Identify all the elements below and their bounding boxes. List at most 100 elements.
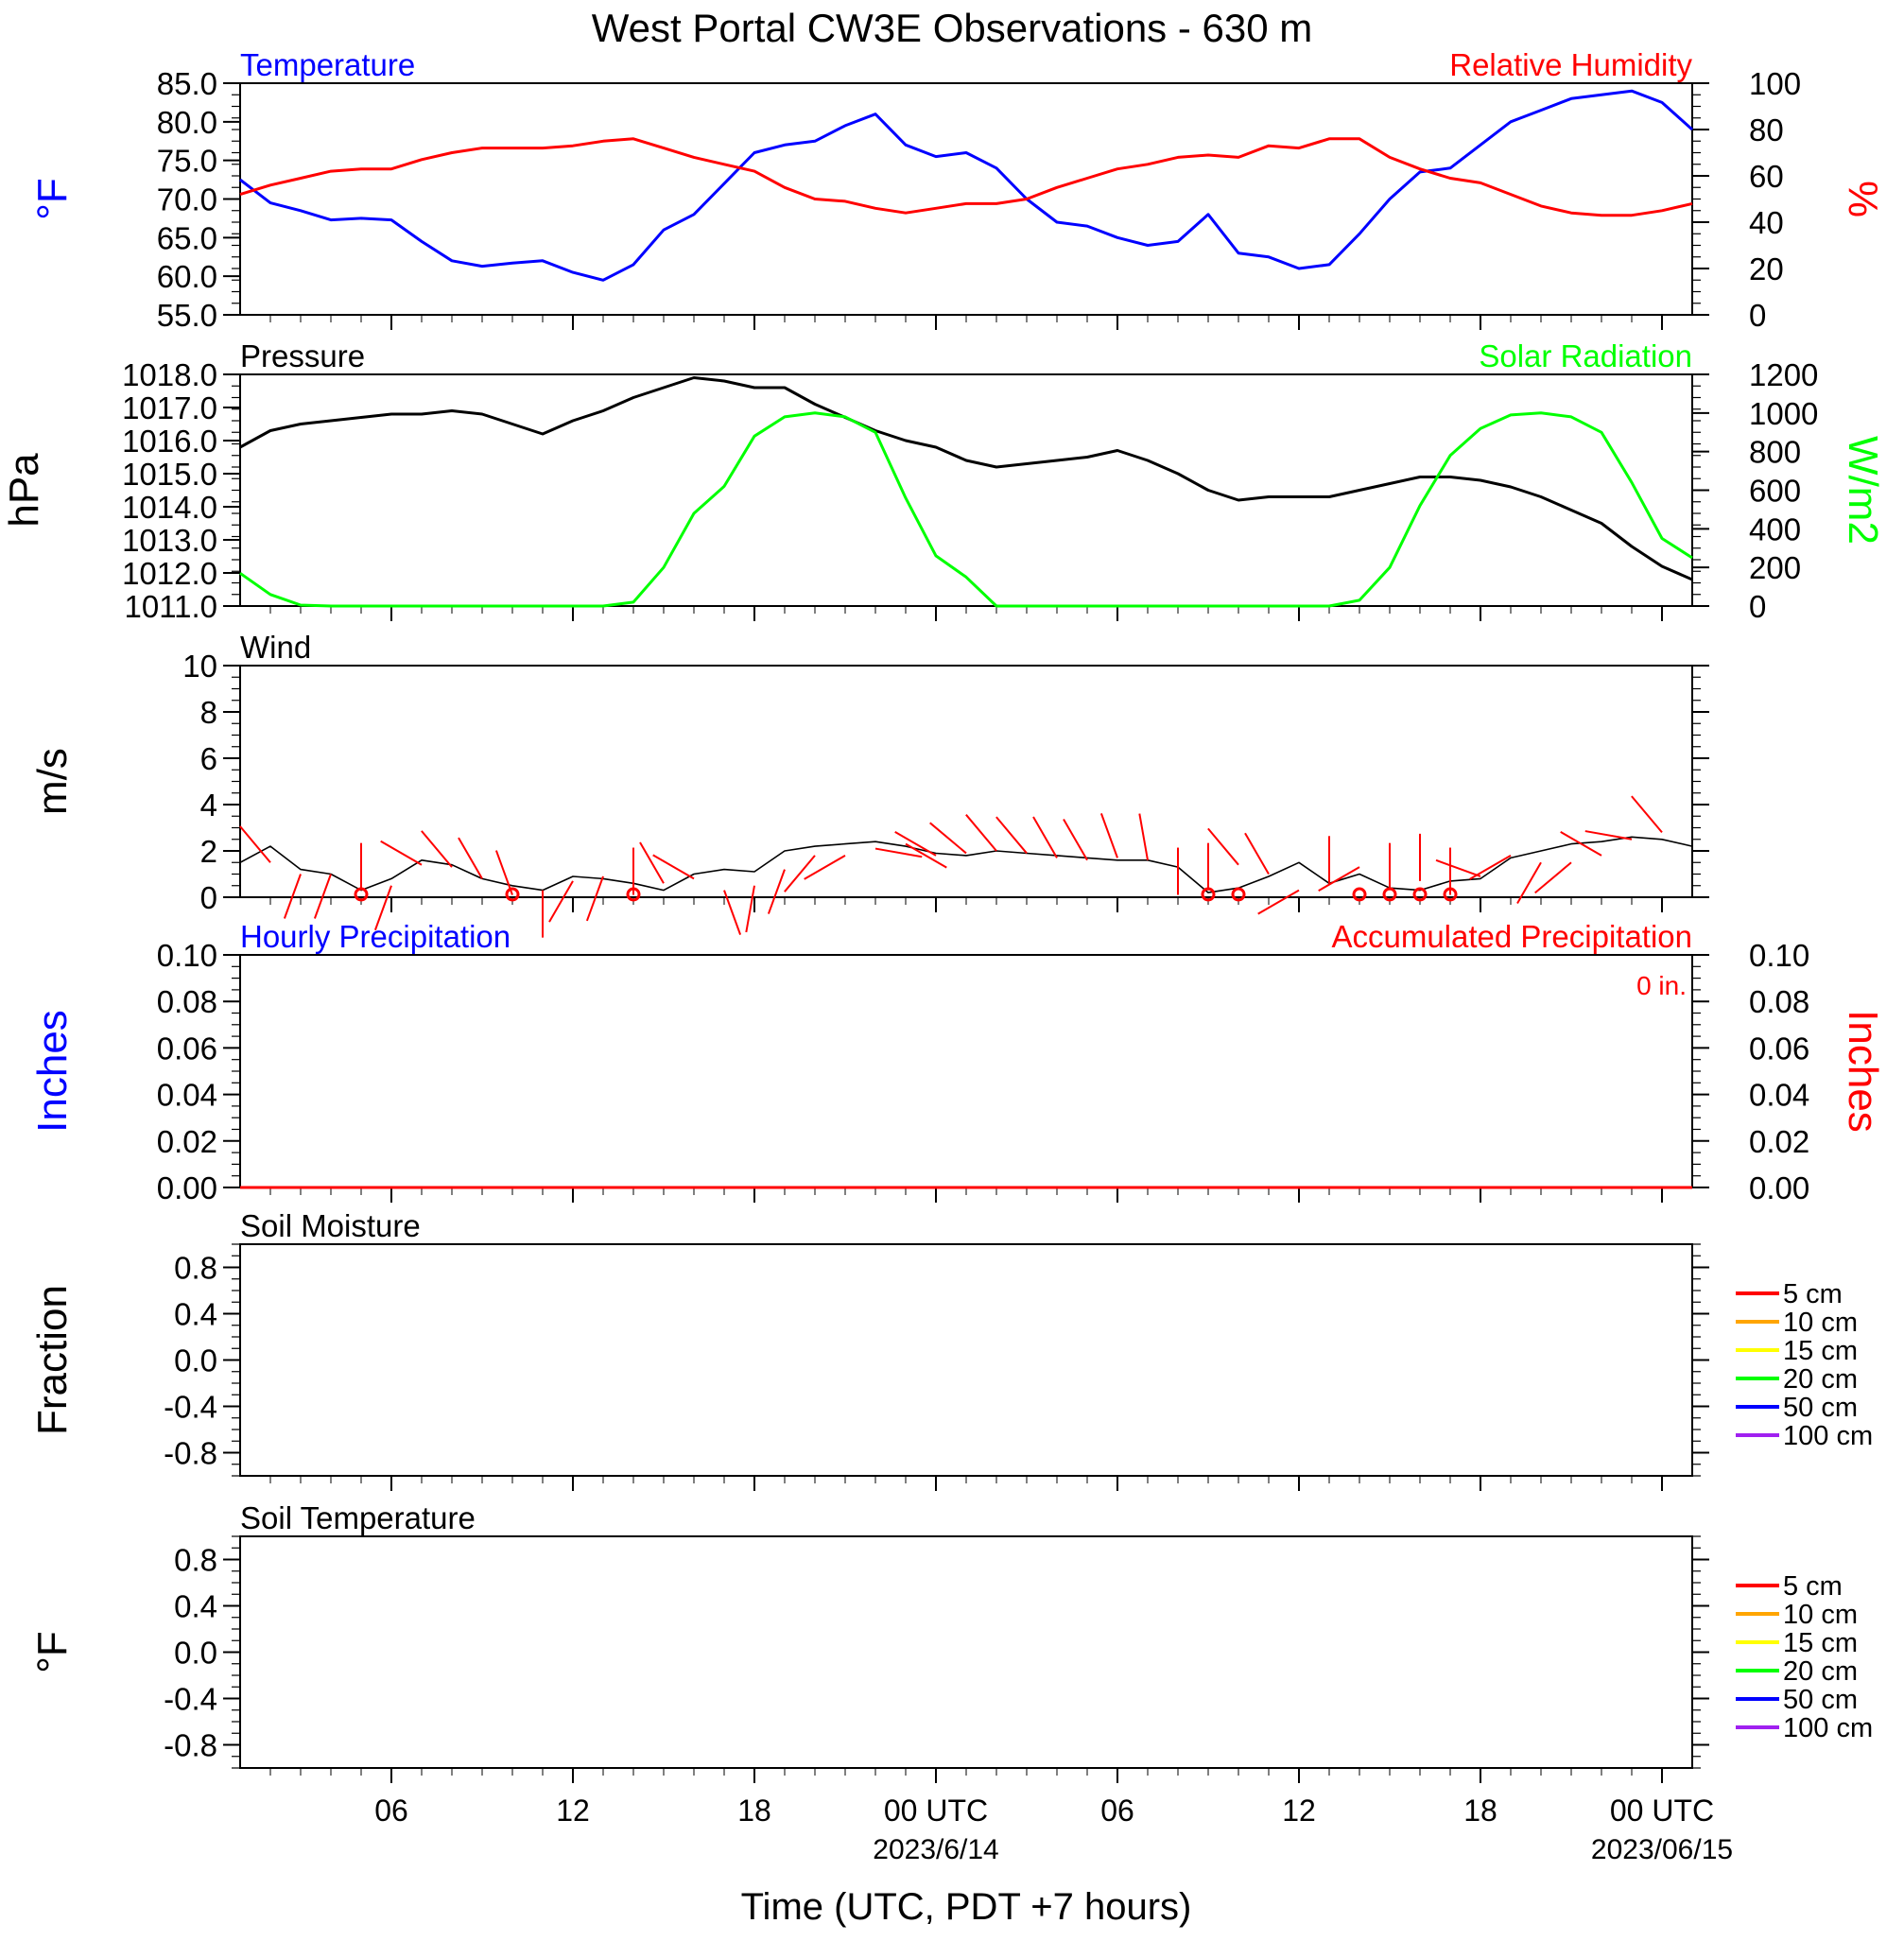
panel-precipitation: 0.10 0.08 0.06 0.04 0.02 0.00 0.10 0.08 0.06 0.04… xyxy=(29,919,1886,1205)
y-tick-label-left: 65.0 xyxy=(157,220,217,255)
wind-barb xyxy=(1584,830,1633,841)
panel-wind: 10 8 6 4 2 0 Wind m/s xyxy=(29,630,1709,938)
plot-frame xyxy=(239,954,1693,1188)
wind-barb xyxy=(1244,832,1270,875)
wind-barb xyxy=(380,840,423,866)
x-axis-label: Time (UTC, PDT +7 hours) xyxy=(741,1886,1192,1928)
series-line-solar-radiation xyxy=(239,411,1693,608)
y-tick-label-left: -0.8 xyxy=(164,1728,217,1763)
y-tick-label-left: 0.00 xyxy=(157,1170,217,1205)
legend-label: 50 cm xyxy=(1783,1393,1858,1423)
wind-barb xyxy=(1534,861,1572,894)
y-tick-label-left: 0.02 xyxy=(157,1124,217,1159)
x-tick-label: 06 xyxy=(1100,1794,1134,1828)
y-tick-label-right: 20 xyxy=(1749,251,1784,286)
y-tick-label-right: 80 xyxy=(1749,113,1784,147)
y-tick-label-left: 1011.0 xyxy=(125,589,217,624)
panel-pressure-solar: 1018.01017.01016.01015.01014.01013.01012… xyxy=(1,338,1886,624)
panel-title-right: Solar Radiation xyxy=(1479,338,1692,373)
wind-barb xyxy=(313,874,332,919)
wind-barb xyxy=(723,890,742,935)
y-tick-label-left: 0.0 xyxy=(174,1343,217,1378)
wind-barb xyxy=(1631,795,1663,834)
series-line-relative-humidity xyxy=(239,137,1693,217)
panel-temperature-humidity: 85.0 80.0 75.070.065.0 60.0 55.0 100 80 60 40 20 0… xyxy=(29,47,1886,333)
calm-wind-marker xyxy=(354,887,369,902)
plot-frame xyxy=(239,1535,1693,1769)
y-tick-label-right: 40 xyxy=(1749,205,1784,240)
y-tick-label-left: 10 xyxy=(182,649,217,684)
plot-frame xyxy=(239,1243,1693,1477)
y-tick-label-right: 60 xyxy=(1749,159,1784,194)
accumulation-annotation: 0 in. xyxy=(1636,971,1687,1000)
y-tick-label-right: 100 xyxy=(1749,66,1801,101)
y-tick-label-left: 75.0 xyxy=(157,144,217,179)
panel-soil-moisture: 0.8 0.4 0.0 -0.4 -0.8 Soil Moisture Fraction 5 … xyxy=(29,1208,1873,1491)
y-tick-label-right: 0.10 xyxy=(1749,938,1809,973)
y-axis-label-left: °F xyxy=(29,1631,76,1672)
wind-barb xyxy=(239,825,271,863)
y-tick-label-left: 0.06 xyxy=(157,1031,217,1066)
wind-barb xyxy=(373,885,392,931)
x-tick-label: 12 xyxy=(1282,1794,1316,1828)
calm-wind-marker xyxy=(1412,887,1428,902)
calm-wind-marker xyxy=(1231,887,1246,902)
series-line-pressure xyxy=(239,376,1693,581)
plot-frame xyxy=(239,665,1693,898)
y-tick-label-left: 0.0 xyxy=(174,1636,217,1671)
wind-barb xyxy=(1560,831,1602,857)
y-tick-label-left: 2 xyxy=(200,834,217,869)
wind-barb xyxy=(804,855,846,880)
wind-barb xyxy=(1099,813,1118,858)
legend-label: 10 cm xyxy=(1783,1308,1858,1338)
panel-title-right: Relative Humidity xyxy=(1449,47,1692,82)
wind-barb xyxy=(1032,816,1058,858)
calm-wind-marker xyxy=(1382,887,1397,902)
y-axis-label-left: °F xyxy=(29,178,76,219)
calm-wind-marker xyxy=(1443,887,1458,902)
figure-title: West Portal CW3E Observations - 630 m xyxy=(592,6,1312,50)
y-tick-label-right: 0 xyxy=(1749,298,1766,333)
wind-barb xyxy=(1435,858,1481,877)
series-line-wind-speed xyxy=(239,836,1693,893)
panel-title-right: Accumulated Precipitation xyxy=(1331,919,1692,954)
y-tick-label-right: 0.04 xyxy=(1749,1078,1809,1113)
x-tick-label: 00 UTC xyxy=(884,1794,988,1828)
wind-barb xyxy=(965,814,997,852)
y-tick-label-left: -0.8 xyxy=(164,1436,217,1471)
y-axis-label-right: % xyxy=(1840,181,1886,217)
legend-label: 20 cm xyxy=(1783,1364,1858,1395)
y-axis-label-right: Inches xyxy=(1840,1010,1886,1133)
y-tick-label-right: 0.08 xyxy=(1749,984,1809,1019)
y-tick-label-left: 70.0 xyxy=(157,182,217,217)
calm-wind-marker xyxy=(1201,887,1216,902)
y-tick-label-right: 0.02 xyxy=(1749,1124,1809,1159)
panel-title-left: Temperature xyxy=(240,47,415,82)
y-tick-label-right: 1000 xyxy=(1749,396,1818,431)
plot-frame xyxy=(239,373,1693,607)
y-tick-label-left: 0.4 xyxy=(174,1297,217,1332)
y-axis-label-left: Fraction xyxy=(29,1285,76,1435)
wind-barb xyxy=(995,816,1028,855)
y-tick-label-right: 400 xyxy=(1749,511,1801,546)
panel-title-left: Soil Moisture xyxy=(240,1208,421,1243)
y-tick-label-left: -0.4 xyxy=(164,1390,217,1425)
y-tick-label-right: 600 xyxy=(1749,474,1801,509)
y-tick-label-right: 200 xyxy=(1749,550,1801,585)
y-tick-label-left: 1015.0 xyxy=(122,457,217,492)
wind-barb xyxy=(1063,818,1088,861)
wind-barb xyxy=(494,850,513,895)
wind-barb xyxy=(548,880,574,923)
wind-barb xyxy=(639,841,665,884)
y-tick-label-left: -0.4 xyxy=(164,1682,217,1717)
wind-barb xyxy=(874,847,923,858)
panel-title-left: Hourly Precipitation xyxy=(240,919,511,954)
wind-barb xyxy=(929,822,967,855)
y-axis-label-left: hPa xyxy=(1,453,47,528)
y-tick-label-left: 0.8 xyxy=(174,1543,217,1578)
wind-barb xyxy=(1469,855,1512,880)
calm-wind-marker xyxy=(626,887,641,902)
legend-label: 15 cm xyxy=(1783,1628,1858,1658)
